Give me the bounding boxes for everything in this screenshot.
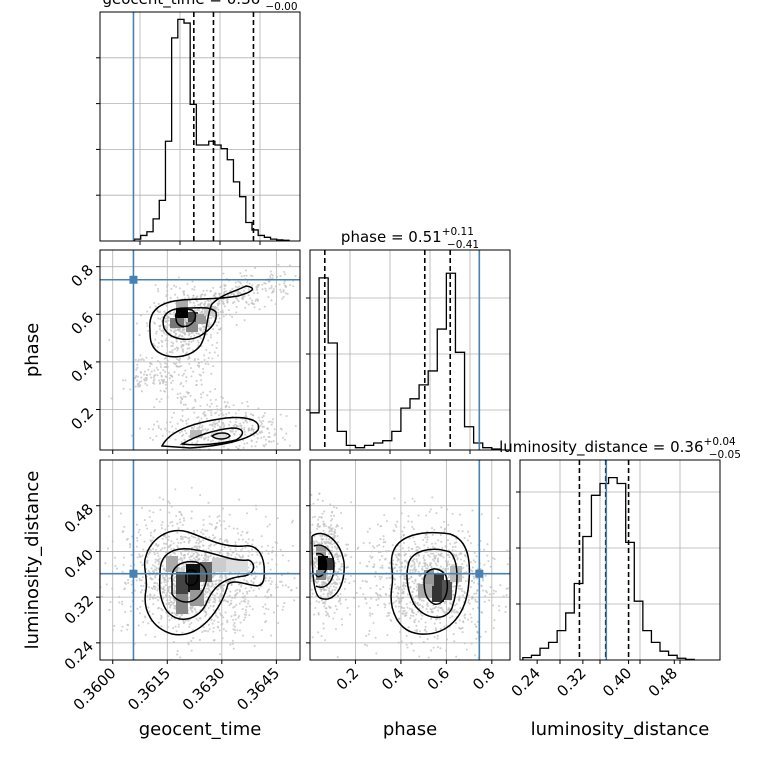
- ylabel-luminosity-distance: luminosity_distance: [22, 471, 43, 650]
- s20-truth-marker: [129, 569, 138, 578]
- h1-title: phase = 0.51+0.11 −0.41: [341, 226, 479, 251]
- h0-histogram: [133, 18, 290, 241]
- s20-ticks: [96, 505, 277, 664]
- s10-contours: [149, 285, 260, 449]
- h2-xtick-label: 0.32: [553, 664, 589, 700]
- s20-xtick-label: 0.3630: [179, 664, 229, 714]
- xlabel-phase: phase: [383, 719, 437, 740]
- h1-ticks: [306, 297, 471, 454]
- s21-contours: [311, 531, 471, 635]
- h0-frame: [99, 11, 301, 242]
- s10-ytick-label: 0.6: [67, 309, 97, 339]
- h2-frame: [519, 459, 721, 661]
- s21-xtick-label: 0.8: [469, 664, 499, 694]
- s21-ticks: [306, 505, 493, 664]
- h2-xtick-label: 0.48: [645, 664, 681, 700]
- s20-xtick-label: 0.3600: [70, 664, 120, 714]
- s10-ytick-label: 0.4: [67, 356, 97, 386]
- xlabel-geocent-time: geocent_time: [139, 719, 262, 740]
- s20-ytick-label: 0.32: [61, 591, 97, 627]
- s20-frame: [99, 459, 301, 661]
- h1-grid: [310, 250, 510, 450]
- h0-title: geocent_time = 0.36+0.00−0.00: [102, 0, 297, 13]
- xlabel-luminosity-distance: luminosity_distance: [531, 719, 710, 740]
- s10-ytick-label: 0.8: [67, 261, 97, 291]
- h0-grid: [100, 12, 300, 241]
- s21-xtick-label: 0.6: [424, 664, 454, 694]
- s21-samples: [310, 492, 510, 660]
- s20-contours: [143, 529, 266, 636]
- ylabel-phase: phase: [22, 323, 43, 377]
- s10-ytick-label: 0.2: [67, 404, 97, 434]
- h1-histogram: [310, 272, 510, 450]
- s21-xtick-label: 0.4: [378, 664, 408, 694]
- s20-xtick-label: 0.3615: [124, 664, 174, 714]
- h0-ticks: [96, 57, 261, 245]
- s20-ytick-label: 0.24: [61, 637, 97, 673]
- s10-frame: [99, 249, 301, 451]
- h1-frame: [309, 249, 511, 451]
- s21-xtick-label: 0.2: [333, 664, 363, 694]
- s20-xtick-label: 0.3645: [233, 664, 283, 714]
- s10-ticks: [96, 266, 277, 454]
- s20-truth: [100, 460, 300, 660]
- h2-histogram: [522, 476, 695, 660]
- h2-ticks: [516, 491, 681, 664]
- s10-truth: [100, 250, 300, 450]
- h2-xtick-label: 0.24: [508, 664, 544, 700]
- h2-xtick-label: 0.40: [599, 664, 635, 700]
- s21-truth-marker: [475, 569, 484, 578]
- s21-frame: [309, 459, 511, 661]
- h2-title: luminosity_distance = 0.36+0.04 −0.05: [499, 436, 741, 461]
- s20-ytick-label: 0.48: [61, 500, 97, 536]
- s21-truth: [310, 460, 510, 660]
- s20-ytick-label: 0.40: [61, 546, 97, 582]
- s10-truth-marker: [129, 275, 138, 284]
- h2-grid: [520, 460, 720, 660]
